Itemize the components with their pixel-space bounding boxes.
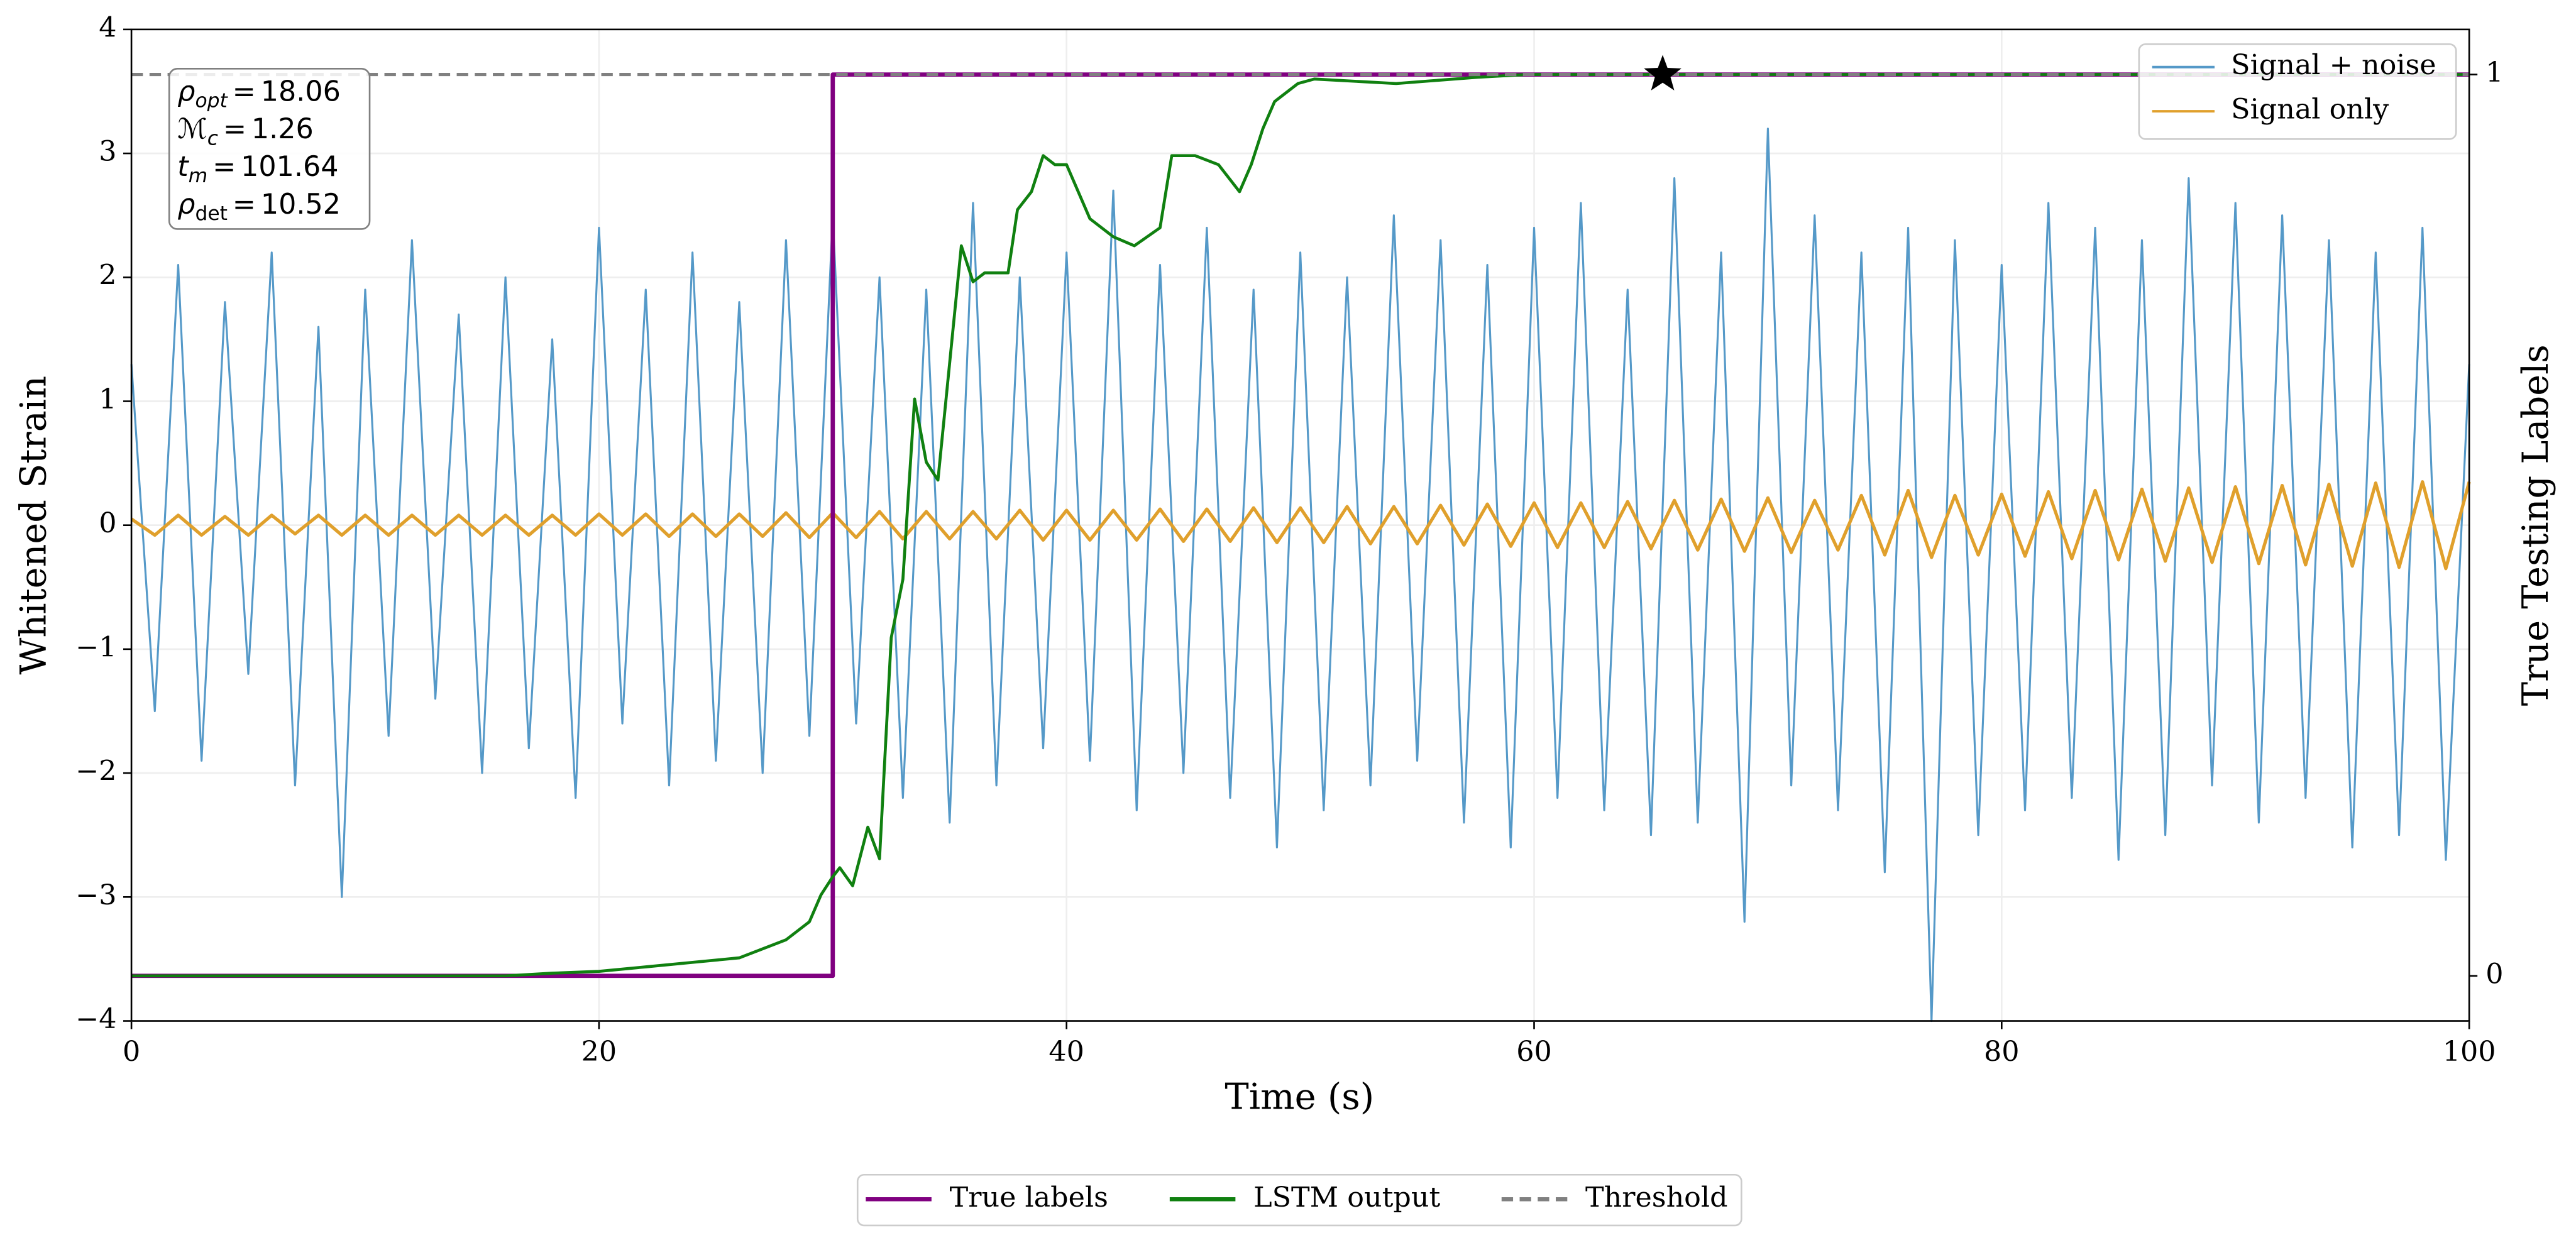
x-axis-label: Time (s) [1225, 1076, 1374, 1118]
y-tick-label: 3 [99, 136, 116, 168]
y2-tick-label: 0 [2485, 958, 2503, 990]
legend-label: Signal only [2231, 94, 2389, 126]
annotation: ρdet = 10.52 [177, 189, 341, 225]
annotation-value: 18.06 [261, 75, 341, 107]
annotation-relation: = [233, 189, 256, 221]
y-tick-label: −1 [75, 631, 116, 663]
y-tick-label: 2 [99, 260, 116, 292]
annotation-value: 10.52 [261, 189, 341, 221]
y-tick-label: 1 [99, 383, 116, 415]
series-line [131, 73, 2470, 978]
series-line [130, 128, 2470, 1022]
legend-lower-center: True labels LSTM output Threshold [856, 1173, 1742, 1227]
y-tick-label: 4 [99, 11, 116, 43]
y2-tick-label: 1 [2485, 57, 2503, 89]
annotation-relation: = [223, 113, 246, 145]
legend-label: LSTM output [1253, 1181, 1440, 1214]
legend-label: True labels [950, 1181, 1108, 1214]
y-axis-label: Whitened Strain [12, 376, 54, 675]
annotation-symbol: t [177, 151, 189, 183]
annotation-subscript: m [189, 165, 208, 187]
legend-label: Signal + noise [2231, 49, 2436, 81]
y2-axis-label: True Testing Labels [2514, 344, 2557, 706]
annotation-symbol: ρ [177, 189, 195, 221]
x-tick-label: 60 [1516, 1036, 1552, 1068]
legend-frame [2138, 43, 2457, 140]
legend-upper-right: Signal + noise Signal only [2138, 43, 2457, 140]
x-tick-label: 0 [123, 1036, 140, 1068]
annotation-symbol: ℳ [177, 113, 207, 145]
x-tick-label: 40 [1049, 1036, 1084, 1068]
y-tick-label: −2 [75, 755, 116, 787]
detection-star [1644, 55, 1682, 90]
annotation-value: 101.64 [241, 151, 338, 183]
annotation-frame [168, 68, 371, 230]
plot-frame [130, 28, 2470, 1022]
annotation-subscript: c [207, 127, 218, 150]
legend-frame [856, 1173, 1742, 1227]
y-tick-label: −4 [75, 1003, 116, 1035]
x-tick-label: 20 [581, 1036, 617, 1068]
x-tick-label: 100 [2443, 1036, 2496, 1068]
annotation-relation: = [212, 151, 236, 183]
legend-label: Threshold [1585, 1181, 1728, 1214]
series-line [130, 480, 2471, 571]
annotation: ρopt = 18.06 [177, 75, 341, 112]
annotation: ℳc = 1.26 [177, 113, 314, 150]
annotation-value: 1.26 [251, 113, 314, 145]
annotation-symbol: ρ [177, 75, 195, 107]
y-tick-label: −3 [75, 879, 116, 911]
annotation-subscript: det [195, 202, 228, 225]
annotation-subscript: opt [195, 89, 228, 112]
annotation-relation: = [233, 75, 256, 107]
annotation: tm = 101.64 [177, 151, 338, 187]
y-tick-label: 0 [99, 507, 116, 539]
x-tick-label: 80 [1984, 1036, 2020, 1068]
